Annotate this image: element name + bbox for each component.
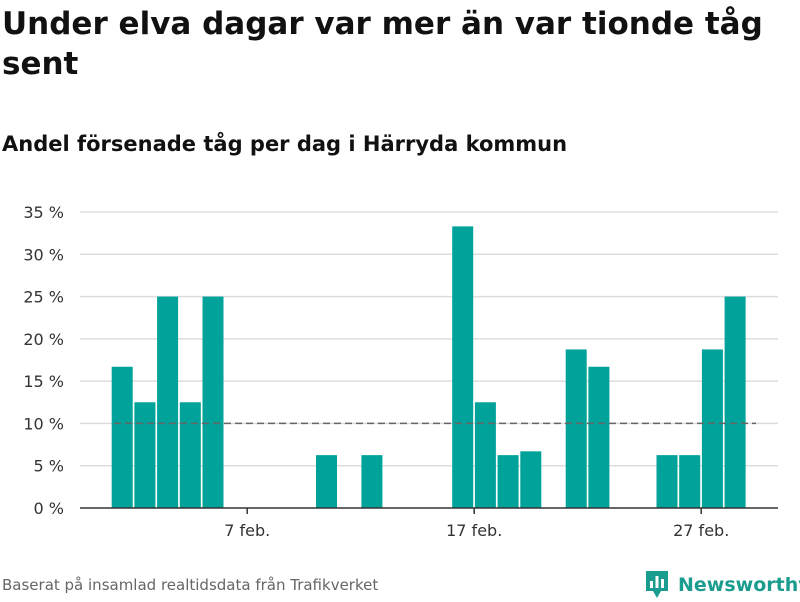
y-tick-label: 0 % [34, 499, 64, 518]
bar [588, 366, 610, 508]
chart-subtitle: Andel försenade tåg per dag i Härryda ko… [2, 132, 568, 156]
newsworthy-logo[interactable]: Newsworthy [644, 568, 800, 602]
x-axis-ticks: 7 feb. 17 feb. 27 feb. [224, 508, 729, 540]
x-tick-label: 17 feb. [446, 521, 502, 540]
bar [656, 455, 678, 508]
y-tick-label: 10 % [23, 414, 64, 433]
x-tick-label: 7 feb. [224, 521, 270, 540]
y-tick-label: 20 % [23, 330, 64, 349]
bar [452, 226, 474, 508]
bar [701, 349, 723, 508]
y-axis-tick-labels: 0 % 5 % 10 % 15 % 20 % 25 % 30 % 35 % [23, 203, 64, 518]
y-tick-label: 30 % [23, 245, 64, 264]
bar-chart-logo-icon [646, 571, 668, 598]
brand-name: Newsworthy [678, 574, 800, 596]
y-tick-label: 15 % [23, 372, 64, 391]
bar-chart: 0 % 5 % 10 % 15 % 20 % 25 % 30 % 35 % 7 feb. 17 … [23, 203, 778, 540]
bar [497, 455, 519, 508]
y-tick-label: 5 % [34, 457, 64, 476]
bar [724, 296, 746, 508]
bar [520, 451, 542, 508]
x-tick-label: 27 feb. [673, 521, 729, 540]
y-tick-label: 25 % [23, 288, 64, 307]
bar [134, 402, 156, 508]
bar [679, 455, 701, 508]
bar [316, 455, 337, 508]
bar [474, 402, 496, 508]
bar [111, 366, 133, 508]
bar [361, 455, 383, 508]
bar [157, 296, 179, 508]
chart-title: Under elva dagar var mer än var tionde t… [2, 6, 763, 82]
bar [202, 296, 224, 508]
bars [111, 226, 746, 508]
y-tick-label: 35 % [23, 203, 64, 222]
bar [179, 402, 201, 508]
source-note: Baserat på insamlad realtidsdata från Tr… [2, 576, 379, 594]
bar [565, 349, 587, 508]
